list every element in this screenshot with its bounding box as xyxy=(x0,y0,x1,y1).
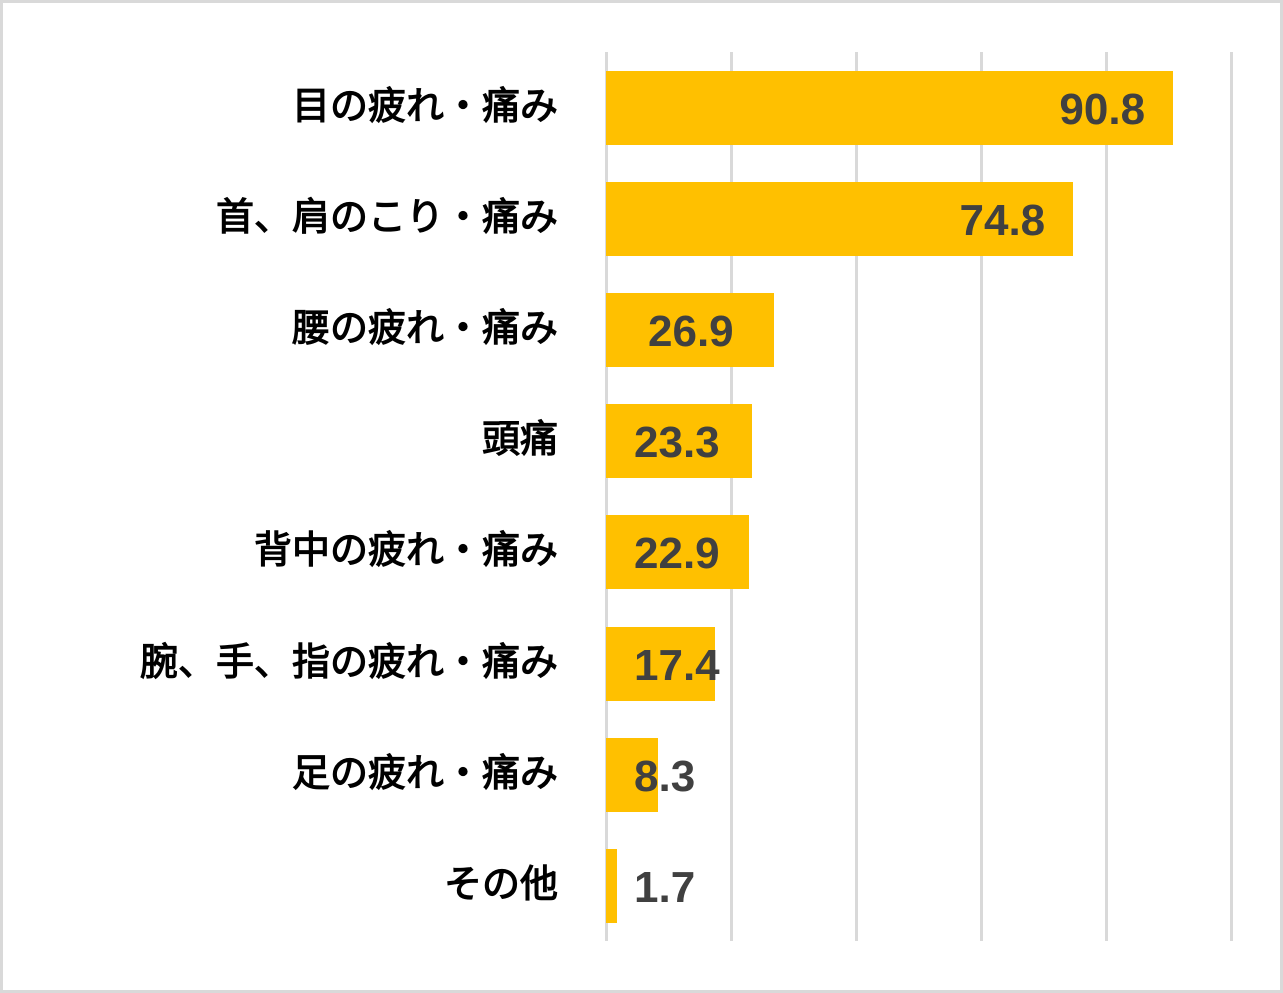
gridline xyxy=(605,52,608,941)
data-label: 23.3 xyxy=(634,418,720,467)
category-label: 足の疲れ・痛み xyxy=(291,751,558,795)
bar xyxy=(606,627,715,701)
gridline xyxy=(979,52,983,941)
gridline xyxy=(1229,52,1233,941)
category-label: 背中の疲れ・痛み xyxy=(253,528,558,572)
gridline xyxy=(854,52,858,941)
category-label: 首、肩のこり・痛み xyxy=(215,195,558,239)
bar xyxy=(606,738,658,812)
data-label: 8.3 xyxy=(634,752,696,801)
gridline xyxy=(1104,52,1108,941)
bar xyxy=(606,293,774,367)
category-label: その他 xyxy=(443,862,558,906)
category-label: 腕、手、指の疲れ・痛み xyxy=(139,640,558,684)
bar xyxy=(606,849,617,923)
data-label: 22.9 xyxy=(634,529,720,578)
category-label: 頭痛 xyxy=(481,417,558,461)
data-label: 26.9 xyxy=(648,307,734,356)
bar xyxy=(606,515,749,589)
bar xyxy=(606,404,752,478)
bar xyxy=(606,182,1074,256)
gridline xyxy=(729,52,733,941)
category-label: 腰の疲れ・痛み xyxy=(291,306,558,350)
data-label: 17.4 xyxy=(634,641,720,690)
data-label: 74.8 xyxy=(959,196,1046,245)
category-label: 目の疲れ・痛み xyxy=(291,84,558,128)
data-label: 1.7 xyxy=(634,863,696,912)
bar xyxy=(606,71,1174,145)
data-label: 90.8 xyxy=(1059,85,1146,134)
